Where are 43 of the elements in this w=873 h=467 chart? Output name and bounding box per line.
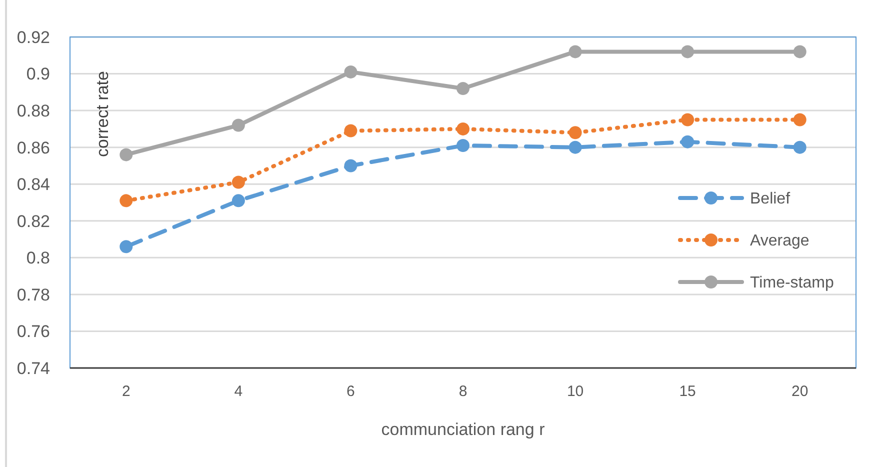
y-tick-label: 0.76 [16,322,50,342]
point [120,194,133,208]
x-tick-label: 8 [458,383,468,400]
x-tick-label: 20 [792,383,808,400]
x-tick-label: 6 [346,383,355,400]
x-tick-label: 10 [566,383,584,400]
point [120,148,133,162]
legend-label: Time-stamp [750,274,834,292]
x-tick-label: 2 [122,383,130,400]
point [232,176,245,189]
point [344,159,358,172]
y-axis-title: correct rate [93,71,112,157]
point [344,124,358,138]
point [456,122,470,136]
y-tick-label: 0.9 [26,64,50,84]
point [793,140,806,154]
y-tick-label: 0.86 [16,138,50,158]
point [120,240,133,254]
point [344,65,358,78]
legend-label: Average [750,232,810,250]
point [793,113,806,126]
x-tick-label: 4 [234,383,243,400]
point [232,194,245,208]
y-tick-label: 0.88 [16,102,50,121]
point [681,45,694,58]
point [681,113,694,126]
x-axis-title: communciation rang r [381,420,546,439]
y-tick-label: 0.82 [16,212,50,231]
point [456,82,470,95]
point [232,118,245,132]
point [456,138,470,152]
y-tick-label: 0.84 [16,175,50,194]
legend-label: Belief [750,190,791,208]
y-tick-label: 0.78 [16,285,50,304]
point [681,135,694,148]
y-tick-label: 0.74 [16,358,50,378]
point [793,45,806,58]
y-tick-label: 0.92 [16,28,50,47]
x-tick-label: 15 [679,383,696,400]
point [568,126,582,140]
point [568,45,582,58]
point [568,140,582,154]
y-tick-label: 0.8 [26,248,50,268]
